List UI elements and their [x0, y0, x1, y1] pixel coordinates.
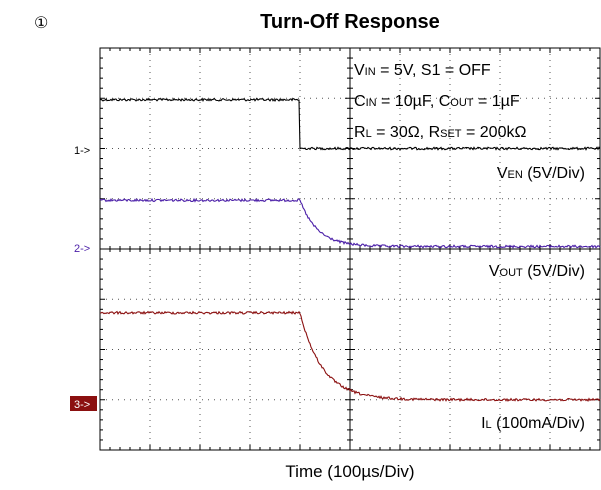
chart-title: Turn-Off Response [260, 11, 440, 33]
graticule [99, 47, 601, 451]
x-axis-label: Time (100µs/Div) [285, 462, 414, 481]
condition-line-3: RL = 30Ω, RSET = 200kΩ [354, 124, 526, 141]
series-label-il: IL (100mA/Div) [481, 415, 585, 432]
channel-marker-2: 2-> [74, 243, 90, 255]
traces [99, 97, 601, 403]
trace-3 [100, 310, 601, 403]
condition-line-2: CIN = 10µF, COUT = 1µF [354, 93, 520, 110]
channel-marker-3: 3-> [74, 399, 90, 411]
series-label-ven: VEN (5V/Div) [497, 165, 585, 182]
trace-1 [99, 97, 601, 151]
series-label-vout: VOUT (5V/Div) [489, 263, 585, 280]
page-marker: ① [34, 15, 48, 32]
conditions: VIN = 5V, S1 = OFF CIN = 10µF, COUT = 1µ… [354, 62, 526, 141]
channel-marker-1: 1-> [74, 145, 90, 157]
condition-line-1: VIN = 5V, S1 = OFF [354, 62, 491, 79]
channel-marker-3-box [70, 396, 97, 411]
trace-2 [99, 197, 601, 249]
